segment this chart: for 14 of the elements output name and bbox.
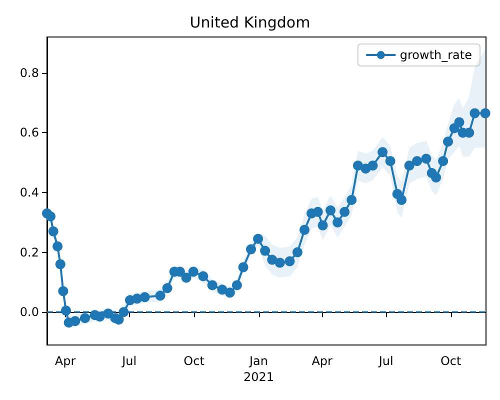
x-tick-label: Apr [312, 354, 333, 368]
y-tick-label: 0.0 [20, 305, 39, 320]
x-tick-label: Oct [184, 354, 205, 368]
y-tick-label: 0.4 [20, 185, 39, 200]
x-tick-label: Jul [121, 354, 137, 368]
x-tick-label: Jan 2021 [243, 354, 274, 384]
y-tick-label: 0.8 [20, 66, 39, 80]
x-tick-label: Apr [54, 354, 76, 368]
x-tick-label: Jul [378, 354, 394, 368]
legend-label: growth_rate [400, 48, 472, 62]
x-tick-label: Oct [440, 354, 462, 368]
y-tick-label: 0.2 [20, 245, 39, 260]
chart-title: United Kingdom [190, 14, 310, 32]
y-tick-label: 0.6 [20, 126, 39, 140]
